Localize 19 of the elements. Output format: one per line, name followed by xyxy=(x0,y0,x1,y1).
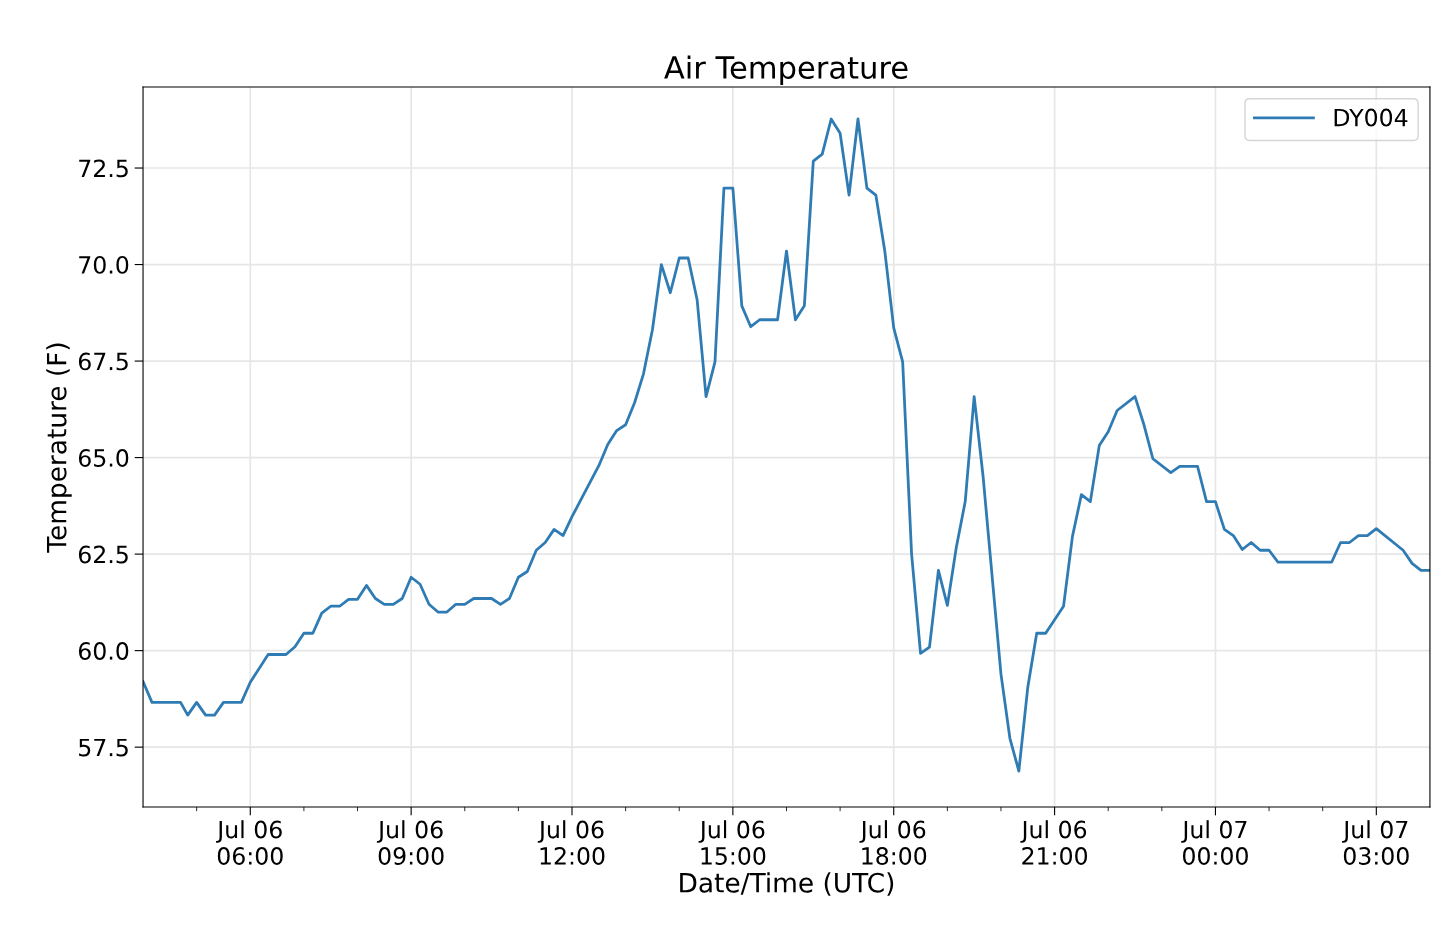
y-tick-label: 70.0 xyxy=(79,256,129,274)
x-tick-label: Jul 07 00:00 xyxy=(1181,820,1248,865)
x-tick-label: Jul 06 09:00 xyxy=(376,820,444,865)
y-tick-label: 67.5 xyxy=(78,352,128,371)
x-tick-label: Jul 06 18:00 xyxy=(859,820,927,865)
x-tick-label: Jul 06 12:00 xyxy=(537,820,605,865)
y-axis-title: Temperature (F) xyxy=(46,343,72,553)
y-tick-label: 72.5 xyxy=(79,159,128,178)
chart-title: Air Temperature xyxy=(664,55,908,85)
x-tick-label: Jul 06 21:00 xyxy=(1020,820,1088,865)
legend-label: DY004 xyxy=(1334,108,1408,127)
y-tick-label: 60.0 xyxy=(78,642,129,660)
x-axis-title: Date/Time (UTC) xyxy=(680,872,894,896)
x-tick-label: Jul 07 03:00 xyxy=(1342,820,1409,865)
y-tick-label: 57.5 xyxy=(79,738,128,757)
y-tick-label: 62.5 xyxy=(78,545,128,564)
y-tick-label: 65.0 xyxy=(78,449,129,467)
x-tick-label: Jul 06 06:00 xyxy=(216,820,283,865)
x-tick-label: Jul 06 15:00 xyxy=(698,820,766,865)
